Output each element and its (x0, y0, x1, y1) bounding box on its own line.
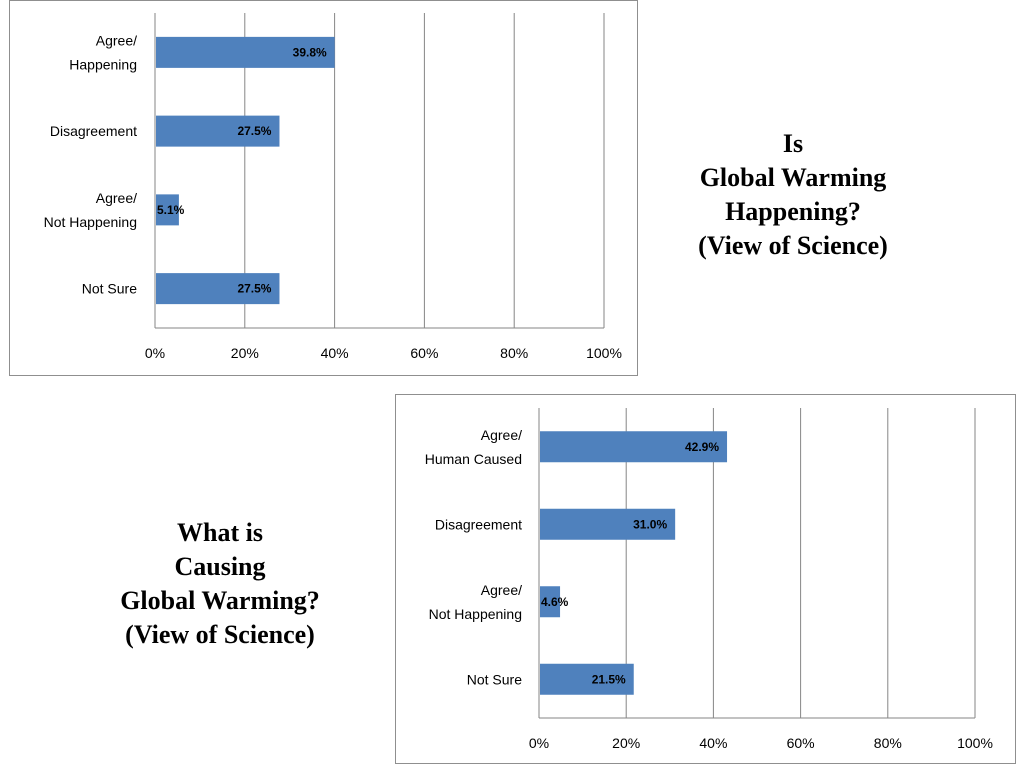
data-label: 39.8% (293, 45, 327, 59)
data-label: 42.9% (685, 440, 719, 454)
category-label: Happening (69, 56, 137, 72)
bar (156, 273, 280, 305)
category-label: Agree/ (96, 190, 137, 206)
caption-cause: What is Causing Global Warming? (View of… (90, 516, 350, 652)
chart-cause-svg: 0% 20% 40% 60% 80% 100% Agree/Human Caused 42.9… (425, 408, 993, 751)
chart-happening: 0% 20% 40% 60% 80% 100% Agree/Happening 39.8% Di… (9, 0, 638, 376)
x-tick-label: 0% (529, 735, 549, 751)
bar (540, 508, 676, 540)
data-label: 21.5% (592, 672, 626, 686)
category-label: Disagreement (50, 123, 137, 139)
bar (156, 36, 335, 68)
caption-line: (View of Science) (125, 620, 315, 649)
x-tick-label: 40% (699, 735, 727, 751)
x-tick-label: 40% (321, 345, 349, 361)
chart-happening-svg: 0% 20% 40% 60% 80% 100% Agree/Happening 39.8% Di… (44, 13, 622, 361)
category-label: Agree/ (481, 427, 522, 443)
x-tick-label: 80% (500, 345, 528, 361)
x-tick-label: 80% (874, 735, 902, 751)
x-tick-label: 60% (787, 735, 815, 751)
x-tick-label: 100% (957, 735, 993, 751)
bar (540, 586, 561, 618)
category-label: Not Sure (82, 281, 137, 297)
category-label: Not Happening (429, 606, 522, 622)
data-label: 27.5% (237, 282, 271, 296)
x-tick-label: 20% (231, 345, 259, 361)
x-tick-label: 0% (145, 345, 165, 361)
category-label: Agree/ (96, 32, 137, 48)
caption-line: Global Warming? (120, 586, 320, 615)
caption-line: Causing (174, 552, 266, 581)
category-label: Agree/ (481, 582, 522, 598)
data-label: 27.5% (237, 124, 271, 138)
data-label: 4.6% (541, 595, 569, 609)
caption-line: Global Warming (699, 163, 887, 192)
category-label: Not Happening (44, 214, 137, 230)
x-tick-label: 60% (410, 345, 438, 361)
chart-cause: 0% 20% 40% 60% 80% 100% Agree/Human Caused 42.9… (395, 394, 1016, 764)
x-tick-label: 20% (612, 735, 640, 751)
caption-happening: Is Global Warming Happening? (View of Sc… (663, 127, 923, 263)
data-label: 5.1% (157, 203, 185, 217)
bar (156, 115, 280, 147)
data-label: 31.0% (633, 517, 667, 531)
bar (540, 663, 634, 695)
caption-line: Is (782, 129, 804, 158)
bar (540, 431, 728, 463)
category-label: Human Caused (425, 451, 522, 467)
caption-line: What is (177, 518, 263, 547)
caption-line: Happening? (725, 197, 861, 226)
category-label: Not Sure (467, 671, 522, 687)
x-tick-label: 100% (586, 345, 622, 361)
bar (156, 194, 179, 226)
caption-line: (View of Science) (698, 231, 888, 260)
category-label: Disagreement (435, 516, 522, 532)
